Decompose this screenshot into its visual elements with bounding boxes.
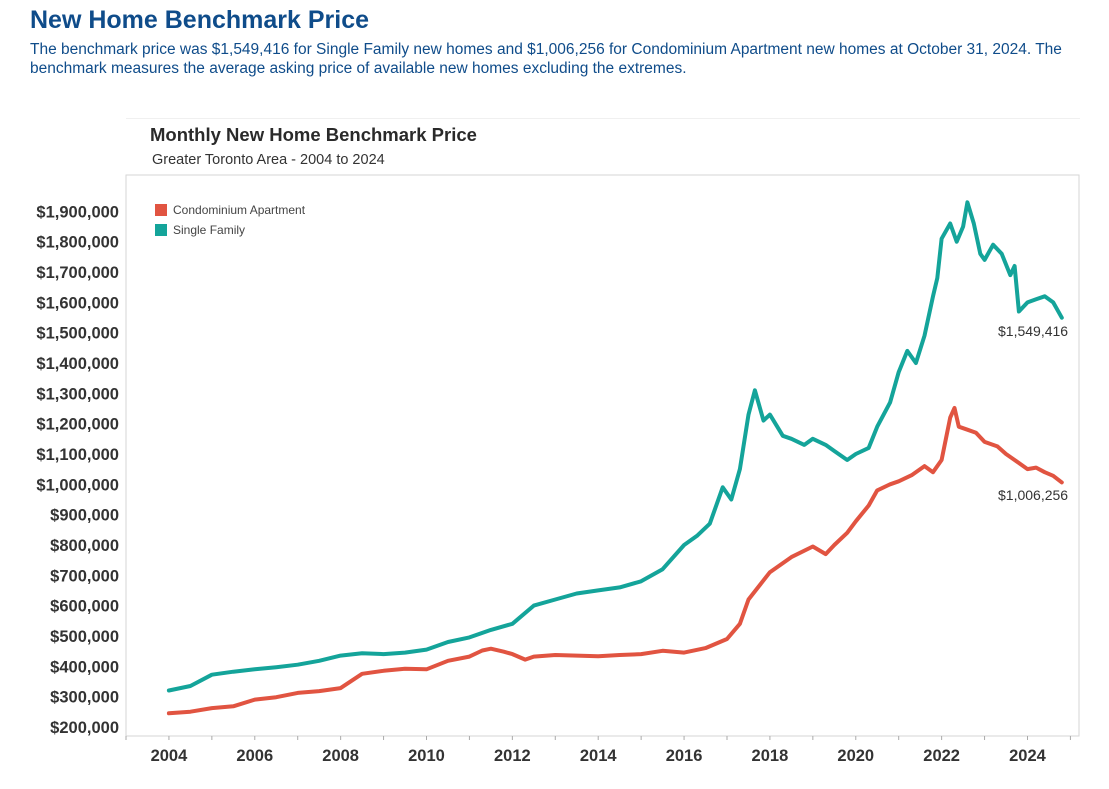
x-tick-label: 2012 [494,747,531,765]
y-tick-label: $1,400,000 [36,355,119,373]
y-tick-label: $1,500,000 [36,325,119,343]
y-tick-label: $1,200,000 [36,416,119,434]
y-tick-label: $600,000 [50,598,119,616]
y-tick-label: $1,800,000 [36,234,119,252]
legend-label-condominium: Condominium Apartment [173,203,306,217]
y-tick-label: $1,700,000 [36,264,119,282]
page-description: The benchmark price was $1,549,416 for S… [30,41,1062,77]
y-tick-label: $500,000 [50,628,119,646]
x-tick-label: 2014 [580,747,618,765]
x-tick-label: 2008 [322,747,359,765]
y-tick-label: $1,900,000 [36,203,119,221]
page-title: New Home Benchmark Price [30,6,370,34]
x-tick-label: 2022 [923,747,960,765]
plot-frame [125,174,1080,737]
x-tick-label: 2004 [151,747,189,765]
y-tick-label: $700,000 [50,567,119,585]
chart-title: Monthly New Home Benchmark Price [150,124,477,145]
y-tick-label: $1,600,000 [36,294,119,312]
y-tick-label: $1,000,000 [36,476,119,494]
legend-swatch-single-family [155,224,167,236]
x-tick-label: 2018 [752,747,789,765]
y-tick-label: $200,000 [50,719,119,737]
end-label-condominium: $1,006,256 [998,487,1069,504]
y-tick-label: $300,000 [50,689,119,707]
y-tick-label: $400,000 [50,658,119,676]
end-label-single-family: $1,549,416 [998,322,1069,339]
x-tick-label: 2006 [236,747,273,765]
legend-label-single-family: Single Family [173,223,246,237]
series-line-single-family [166,200,1064,693]
x-tick-label: 2016 [666,747,703,765]
x-tick-label: 2020 [837,747,874,765]
legend-swatch-condominium [155,204,167,216]
chart-subtitle: Greater Toronto Area - 2004 to 2024 [152,152,385,168]
legend-item-condominium[interactable]: Condominium Apartment [155,200,305,220]
y-tick-label: $900,000 [50,507,119,525]
y-tick-label: $1,300,000 [36,385,119,403]
x-tick-label: 2010 [408,747,445,765]
chart-header: Monthly New Home Benchmark Price Greater… [126,118,1080,175]
x-tick-label: 2024 [1009,747,1047,765]
series-line-condominium [166,405,1064,716]
legend-item-single-family[interactable]: Single Family [155,220,305,240]
y-tick-label: $1,100,000 [36,446,119,464]
chart-legend: Condominium Apartment Single Family [155,200,305,240]
y-tick-label: $800,000 [50,537,119,555]
